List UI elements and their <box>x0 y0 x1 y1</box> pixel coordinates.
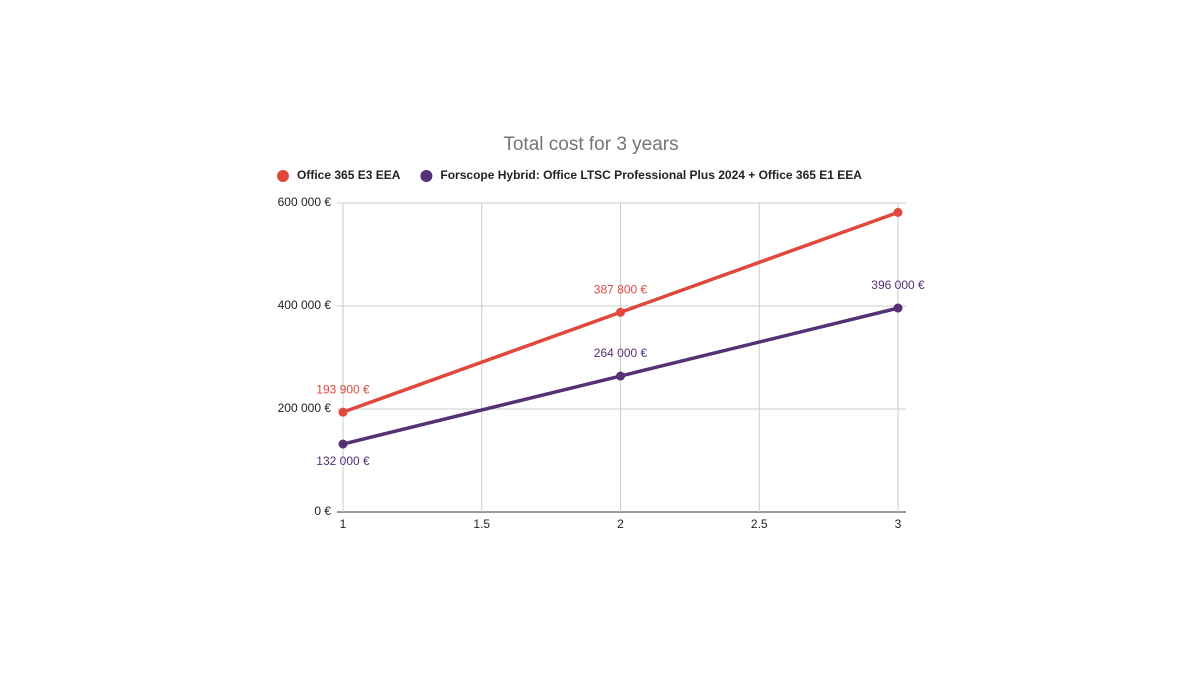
y-tick-label: 400 000 € <box>278 298 332 312</box>
x-tick-label: 1 <box>340 517 347 531</box>
y-tick-label: 200 000 € <box>278 401 332 415</box>
x-tick-label: 3 <box>895 517 902 531</box>
y-tick-label: 600 000 € <box>278 195 332 209</box>
data-point <box>893 207 903 217</box>
data-point <box>893 303 903 313</box>
legend-label: Forscope Hybrid: Office LTSC Professiona… <box>440 168 862 182</box>
data-label: 132 000 € <box>316 454 370 468</box>
legend-marker <box>277 170 289 182</box>
legend-label: Office 365 E3 EEA <box>297 168 401 182</box>
data-point <box>338 407 348 417</box>
x-tick-label: 2.5 <box>751 517 768 531</box>
legend-marker <box>420 170 433 182</box>
data-label: 193 900 € <box>316 382 370 396</box>
data-point <box>338 439 348 449</box>
data-point <box>616 307 625 317</box>
data-label: 264 000 € <box>594 346 648 360</box>
data-label: 387 800 € <box>594 282 648 296</box>
y-tick-label: 0 € <box>314 504 331 518</box>
data-label: 396 000 € <box>871 278 925 292</box>
data-point <box>616 371 625 381</box>
x-tick-label: 1.5 <box>473 517 490 531</box>
x-tick-label: 2 <box>617 517 624 531</box>
chart-title: Total cost for 3 years <box>503 134 678 155</box>
